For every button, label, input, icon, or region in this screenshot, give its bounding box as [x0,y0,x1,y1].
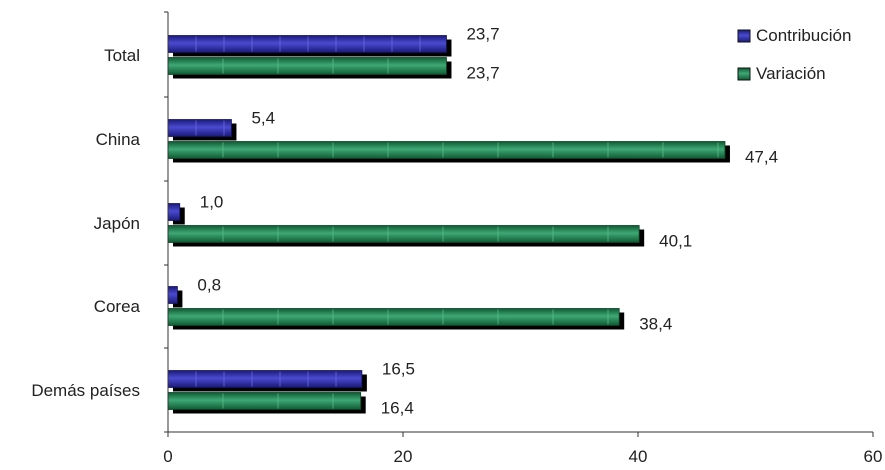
bar-contribucion [167,370,363,388]
bar-variacion [167,225,640,243]
x-tick-label: 60 [864,447,883,466]
category-label: Demás países [31,381,140,400]
x-tick-label: 40 [629,447,648,466]
data-label: 23,7 [466,64,499,83]
legend-label: Variación [756,64,826,83]
category-label: Corea [94,297,141,316]
x-tick-label: 20 [394,447,413,466]
bar-contribucion [167,286,178,304]
category-label: Total [104,46,140,65]
data-label: 16,5 [382,360,415,379]
legend-swatch [737,67,751,81]
legend-label: Contribución [756,26,851,45]
bar-variacion [167,57,447,75]
bar-contribucion [167,119,232,137]
category-label: China [96,130,141,149]
bar-variacion [167,308,620,326]
data-label: 0,8 [197,276,221,295]
data-label: 16,4 [381,399,414,418]
legend-swatch [737,29,751,43]
bar-contribucion [167,203,181,221]
data-label: 1,0 [200,193,224,212]
data-label: 40,1 [659,232,692,251]
x-tick-label: 0 [163,447,172,466]
bar-variacion [167,141,726,159]
bar-variacion [167,392,362,410]
data-label: 47,4 [745,148,778,167]
bar-contribucion [167,35,447,53]
data-label: 38,4 [639,315,672,334]
data-label: 5,4 [251,109,275,128]
data-label: 23,7 [466,25,499,44]
category-label: Japón [94,214,140,233]
